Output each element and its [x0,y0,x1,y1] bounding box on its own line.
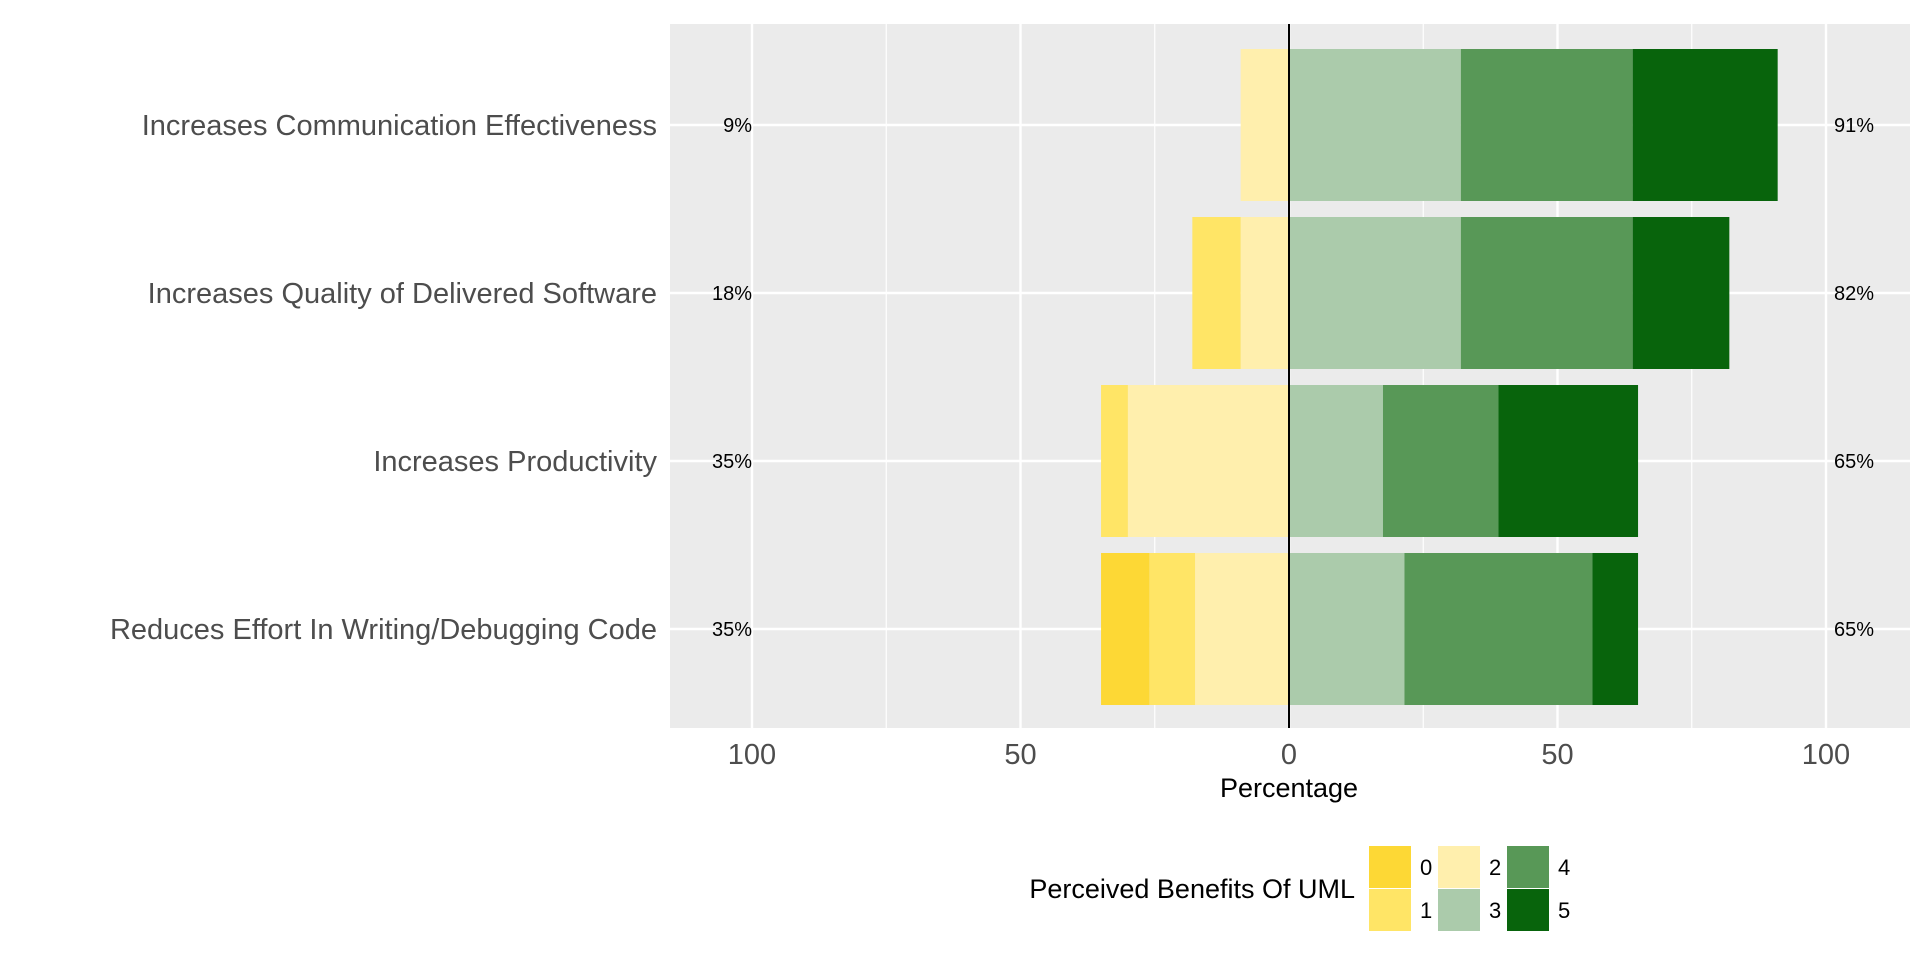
x-tick-label: 50 [1541,739,1573,771]
left-percent-label: 9% [723,115,752,137]
bar-segment-level-5 [1632,49,1778,201]
legend-items: 0 1 2 3 4 5 [1369,846,1570,931]
bar-segment-level-1 [1101,385,1128,537]
legend-label: 5 [1558,898,1570,923]
legend-swatch [1507,889,1549,931]
bar-segment-level-2 [1240,217,1289,369]
bar-segment-level-1 [1149,553,1196,705]
bar-segment-level-3 [1289,49,1461,201]
bar-segment-level-4 [1460,217,1633,369]
bar-segment-level-2 [1127,385,1289,537]
bar-segment-level-3 [1289,217,1461,369]
category-label: Increases Quality of Delivered Software [148,278,657,310]
legend-label: 2 [1489,855,1501,880]
x-tick-label: 100 [728,739,776,771]
x-tick-labels: 100 50 0 50 100 [728,739,1850,771]
bar-segment-level-3 [1289,553,1405,705]
x-tick-label: 50 [1004,739,1036,771]
left-percent-label: 35% [712,451,752,473]
bar-segment-level-5 [1632,217,1730,369]
legend-swatch [1438,846,1480,888]
bar-segment-level-4 [1460,49,1633,201]
category-label: Reduces Effort In Writing/Debugging Code [110,614,657,646]
bars [1101,49,1778,705]
legend: Perceived Benefits Of UML 0 1 2 3 4 5 [1029,846,1570,931]
legend-label: 1 [1420,898,1432,923]
bar-segment-level-3 [1289,385,1383,537]
bar-segment-level-5 [1592,553,1639,705]
category-labels: Increases Communication Effectiveness Inc… [110,110,658,646]
left-percent-label: 35% [712,619,752,641]
bar-segment-level-2 [1240,49,1289,201]
right-percent-label: 65% [1834,619,1874,641]
legend-swatch [1438,889,1480,931]
x-tick-label: 100 [1802,739,1850,771]
x-tick-label: 0 [1281,739,1297,771]
bar-segment-level-4 [1382,385,1499,537]
category-label: Increases Communication Effectiveness [142,110,657,142]
legend-title: Perceived Benefits Of UML [1029,874,1355,904]
right-percent-label: 91% [1834,115,1874,137]
right-percent-label: 65% [1834,451,1874,473]
bar-segment-level-5 [1498,385,1639,537]
legend-swatch [1369,846,1411,888]
legend-label: 4 [1558,855,1570,880]
left-percent-label: 18% [712,283,752,305]
percent-labels: 9% 18% 35% 35% 91% 82% 65% 65% [712,115,1874,641]
bar-segment-level-0 [1101,553,1150,705]
category-label: Increases Productivity [373,446,657,478]
legend-label: 0 [1420,855,1432,880]
x-axis-title: Percentage [1220,773,1358,803]
legend-swatch [1507,846,1549,888]
bar-segment-level-1 [1192,217,1241,369]
legend-label: 3 [1489,898,1501,923]
right-percent-label: 82% [1834,283,1874,305]
legend-swatch [1369,889,1411,931]
bar-segment-level-4 [1404,553,1593,705]
bar-segment-level-2 [1195,553,1289,705]
